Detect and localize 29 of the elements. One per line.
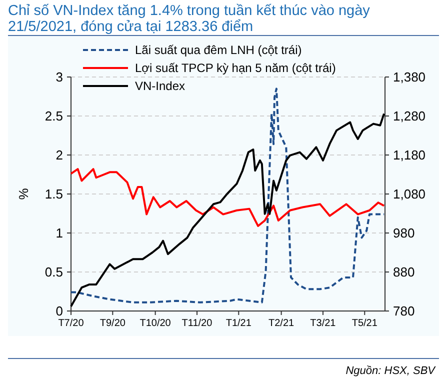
- line-series: [70, 168, 386, 227]
- y-tick-label: 2: [56, 148, 63, 163]
- y2-tick-label: 780: [393, 304, 415, 319]
- x-tick-label: T5/21: [352, 318, 378, 329]
- y-tick-label: 1.5: [44, 186, 63, 202]
- legend-label: Lợi suất TPCP kỳ hạn 5 năm (cột trái): [135, 61, 336, 76]
- x-tick-label: T2/21: [268, 318, 295, 329]
- y2-tick-label: 1,280: [393, 108, 426, 124]
- y-tick-label: 0: [56, 304, 63, 319]
- chart-title: Chỉ số VN-Index tăng 1.4% trong tuần kết thúc vào ngày 21/5/2021, đóng cửa tại 1283.36 điểm: [8, 3, 371, 35]
- x-tick-label: T10/20: [140, 318, 172, 329]
- y2-tick-label: 1,180: [393, 148, 426, 163]
- y2-tick-label: 1,380: [393, 70, 426, 85]
- x-tick-label: T7/20: [58, 318, 84, 329]
- y-axis-title: %: [16, 188, 31, 200]
- text: Nguồn: HSX, SBV: [346, 365, 437, 377]
- x-tick-label: T9/20: [100, 318, 126, 329]
- x-tick-label: T3/21: [310, 318, 336, 329]
- y2-tick-label: 980: [393, 226, 415, 241]
- x-tick-label: T11/20: [182, 318, 213, 329]
- x-tick-label: T1/21: [226, 318, 252, 329]
- y-tick-label: 0.5: [44, 264, 63, 280]
- y-tick-label: 2.5: [44, 108, 63, 124]
- y-tick-label: 1: [56, 226, 63, 241]
- legend-label: Lãi suất qua đêm LNH (cột trái): [135, 43, 302, 58]
- y2-tick-label: 880: [393, 264, 415, 280]
- y2-tick-label: 1,080: [393, 186, 426, 202]
- legend-label: VN-Index: [135, 79, 186, 94]
- y-tick-label: 3: [56, 70, 63, 85]
